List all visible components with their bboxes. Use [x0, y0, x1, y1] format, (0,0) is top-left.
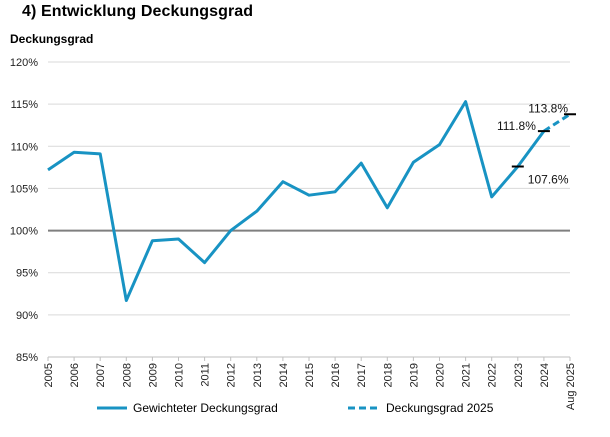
- x-tick-label: 2013: [252, 363, 264, 387]
- x-tick-label: 2017: [356, 363, 368, 387]
- x-tick-label: 2015: [304, 363, 316, 387]
- legend-solid-swatch: [97, 406, 127, 410]
- x-tick-label: 2019: [408, 363, 420, 387]
- x-tick-label: 2005: [43, 363, 55, 387]
- x-tick-label: 2010: [174, 363, 186, 387]
- annotation-label: 111.8%: [497, 119, 536, 133]
- y-tick-label: 85%: [16, 352, 38, 364]
- x-tick-label: 2012: [226, 363, 238, 387]
- chart-title: 4) Entwicklung Deckungsgrad: [22, 3, 254, 20]
- y-tick-label: 120%: [10, 57, 38, 69]
- annotation-label: 107.6%: [528, 173, 569, 187]
- y-tick-label: 105%: [10, 183, 38, 195]
- x-tick-label: 2006: [69, 363, 81, 387]
- x-tick-label: 2014: [278, 363, 290, 387]
- x-tick-label: 2021: [461, 363, 473, 387]
- y-tick-label: 90%: [16, 310, 38, 322]
- legend-item-2025: Deckungsgrad 2025: [348, 401, 493, 415]
- x-tick-label: 2011: [200, 363, 212, 387]
- x-tick-label: 2022: [487, 363, 499, 387]
- x-tick-label: 2016: [330, 363, 342, 387]
- x-tick-label: 2020: [435, 363, 447, 387]
- series-line-2025: [543, 113, 571, 133]
- legend-label-weighted: Gewichteter Deckungsgrad: [133, 401, 278, 415]
- x-tick-label: 2023: [513, 363, 525, 387]
- x-tick-label: 2009: [147, 363, 159, 387]
- x-tick-label: 2018: [382, 363, 394, 387]
- series-line-weighted: [47, 100, 546, 302]
- annotation-label: 113.8%: [528, 101, 568, 115]
- x-tick-label: 2007: [95, 363, 107, 387]
- y-tick-label: 115%: [11, 99, 39, 111]
- x-tick-label: 2008: [121, 363, 133, 387]
- x-tick-label: Aug 2025: [565, 363, 577, 410]
- legend-label-2025: Deckungsgrad 2025: [386, 401, 494, 415]
- y-tick-label: 100%: [10, 226, 38, 238]
- x-tick-label: 2024: [539, 363, 551, 387]
- legend-item-weighted: Gewichteter Deckungsgrad: [97, 401, 278, 415]
- y-axis-title: Deckungsgrad: [10, 32, 94, 46]
- y-tick-label: 95%: [16, 268, 38, 280]
- y-tick-label: 110%: [11, 141, 39, 153]
- legend-dashed-swatch: [348, 406, 380, 410]
